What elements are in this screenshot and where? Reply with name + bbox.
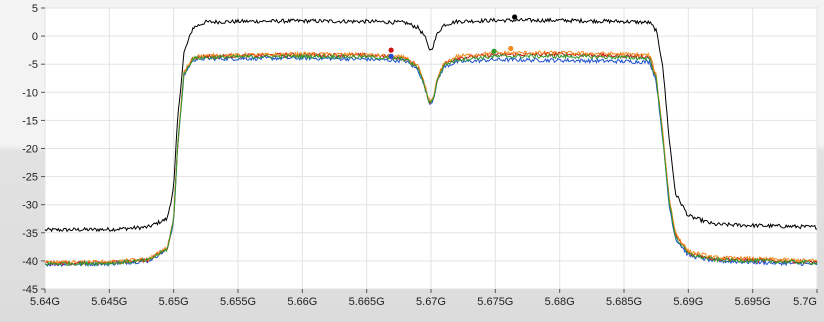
y-tick-label: -45 bbox=[22, 284, 38, 296]
y-tick-label: -20 bbox=[22, 144, 38, 156]
x-tick-label: 5.685G bbox=[606, 296, 642, 308]
x-tick-label: 5.67G bbox=[416, 296, 446, 308]
y-tick-label: -10 bbox=[22, 87, 38, 99]
x-axis-ticks: 5.64G 5.645G 5.65G 5.655G 5.66G 5.665G 5.67G 5.… bbox=[30, 289, 818, 308]
series-marker-point bbox=[512, 14, 518, 20]
series-marker-point bbox=[508, 45, 514, 52]
x-tick-label: 5.645G bbox=[91, 296, 127, 308]
y-tick-label: 0 bbox=[32, 31, 38, 43]
y-tick-label: -25 bbox=[22, 172, 38, 184]
x-tick-label: 5.7G bbox=[793, 296, 817, 308]
y-tick-label: -15 bbox=[22, 115, 38, 127]
x-tick-label: 5.65G bbox=[159, 296, 189, 308]
y-tick-label: -35 bbox=[22, 228, 38, 240]
y-tick-label: -40 bbox=[22, 256, 38, 268]
x-tick-label: 5.665G bbox=[349, 296, 385, 308]
series-lines bbox=[44, 17, 818, 268]
series-marker-point bbox=[388, 53, 394, 59]
x-tick-label: 5.695G bbox=[735, 296, 771, 308]
x-tick-label: 5.69G bbox=[673, 296, 703, 308]
x-tick-label: 5.64G bbox=[30, 296, 60, 308]
x-tick-label: 5.66G bbox=[287, 296, 317, 308]
series-marker-point bbox=[491, 48, 497, 54]
series-marker-point bbox=[388, 47, 394, 53]
series-markers bbox=[388, 14, 518, 59]
x-tick-label: 5.675G bbox=[477, 296, 513, 308]
x-tick-label: 5.68G bbox=[545, 296, 575, 308]
y-axis-ticks: 5 0 -5 -10 -15 -20 -25 -30 -35 -40 -45 bbox=[22, 3, 45, 296]
y-tick-label: 5 bbox=[32, 3, 38, 15]
series-line bbox=[44, 17, 818, 233]
y-tick-label: -5 bbox=[28, 59, 38, 71]
x-tick-label: 5.655G bbox=[220, 296, 256, 308]
y-tick-label: -30 bbox=[22, 200, 38, 212]
series-line bbox=[44, 52, 818, 267]
